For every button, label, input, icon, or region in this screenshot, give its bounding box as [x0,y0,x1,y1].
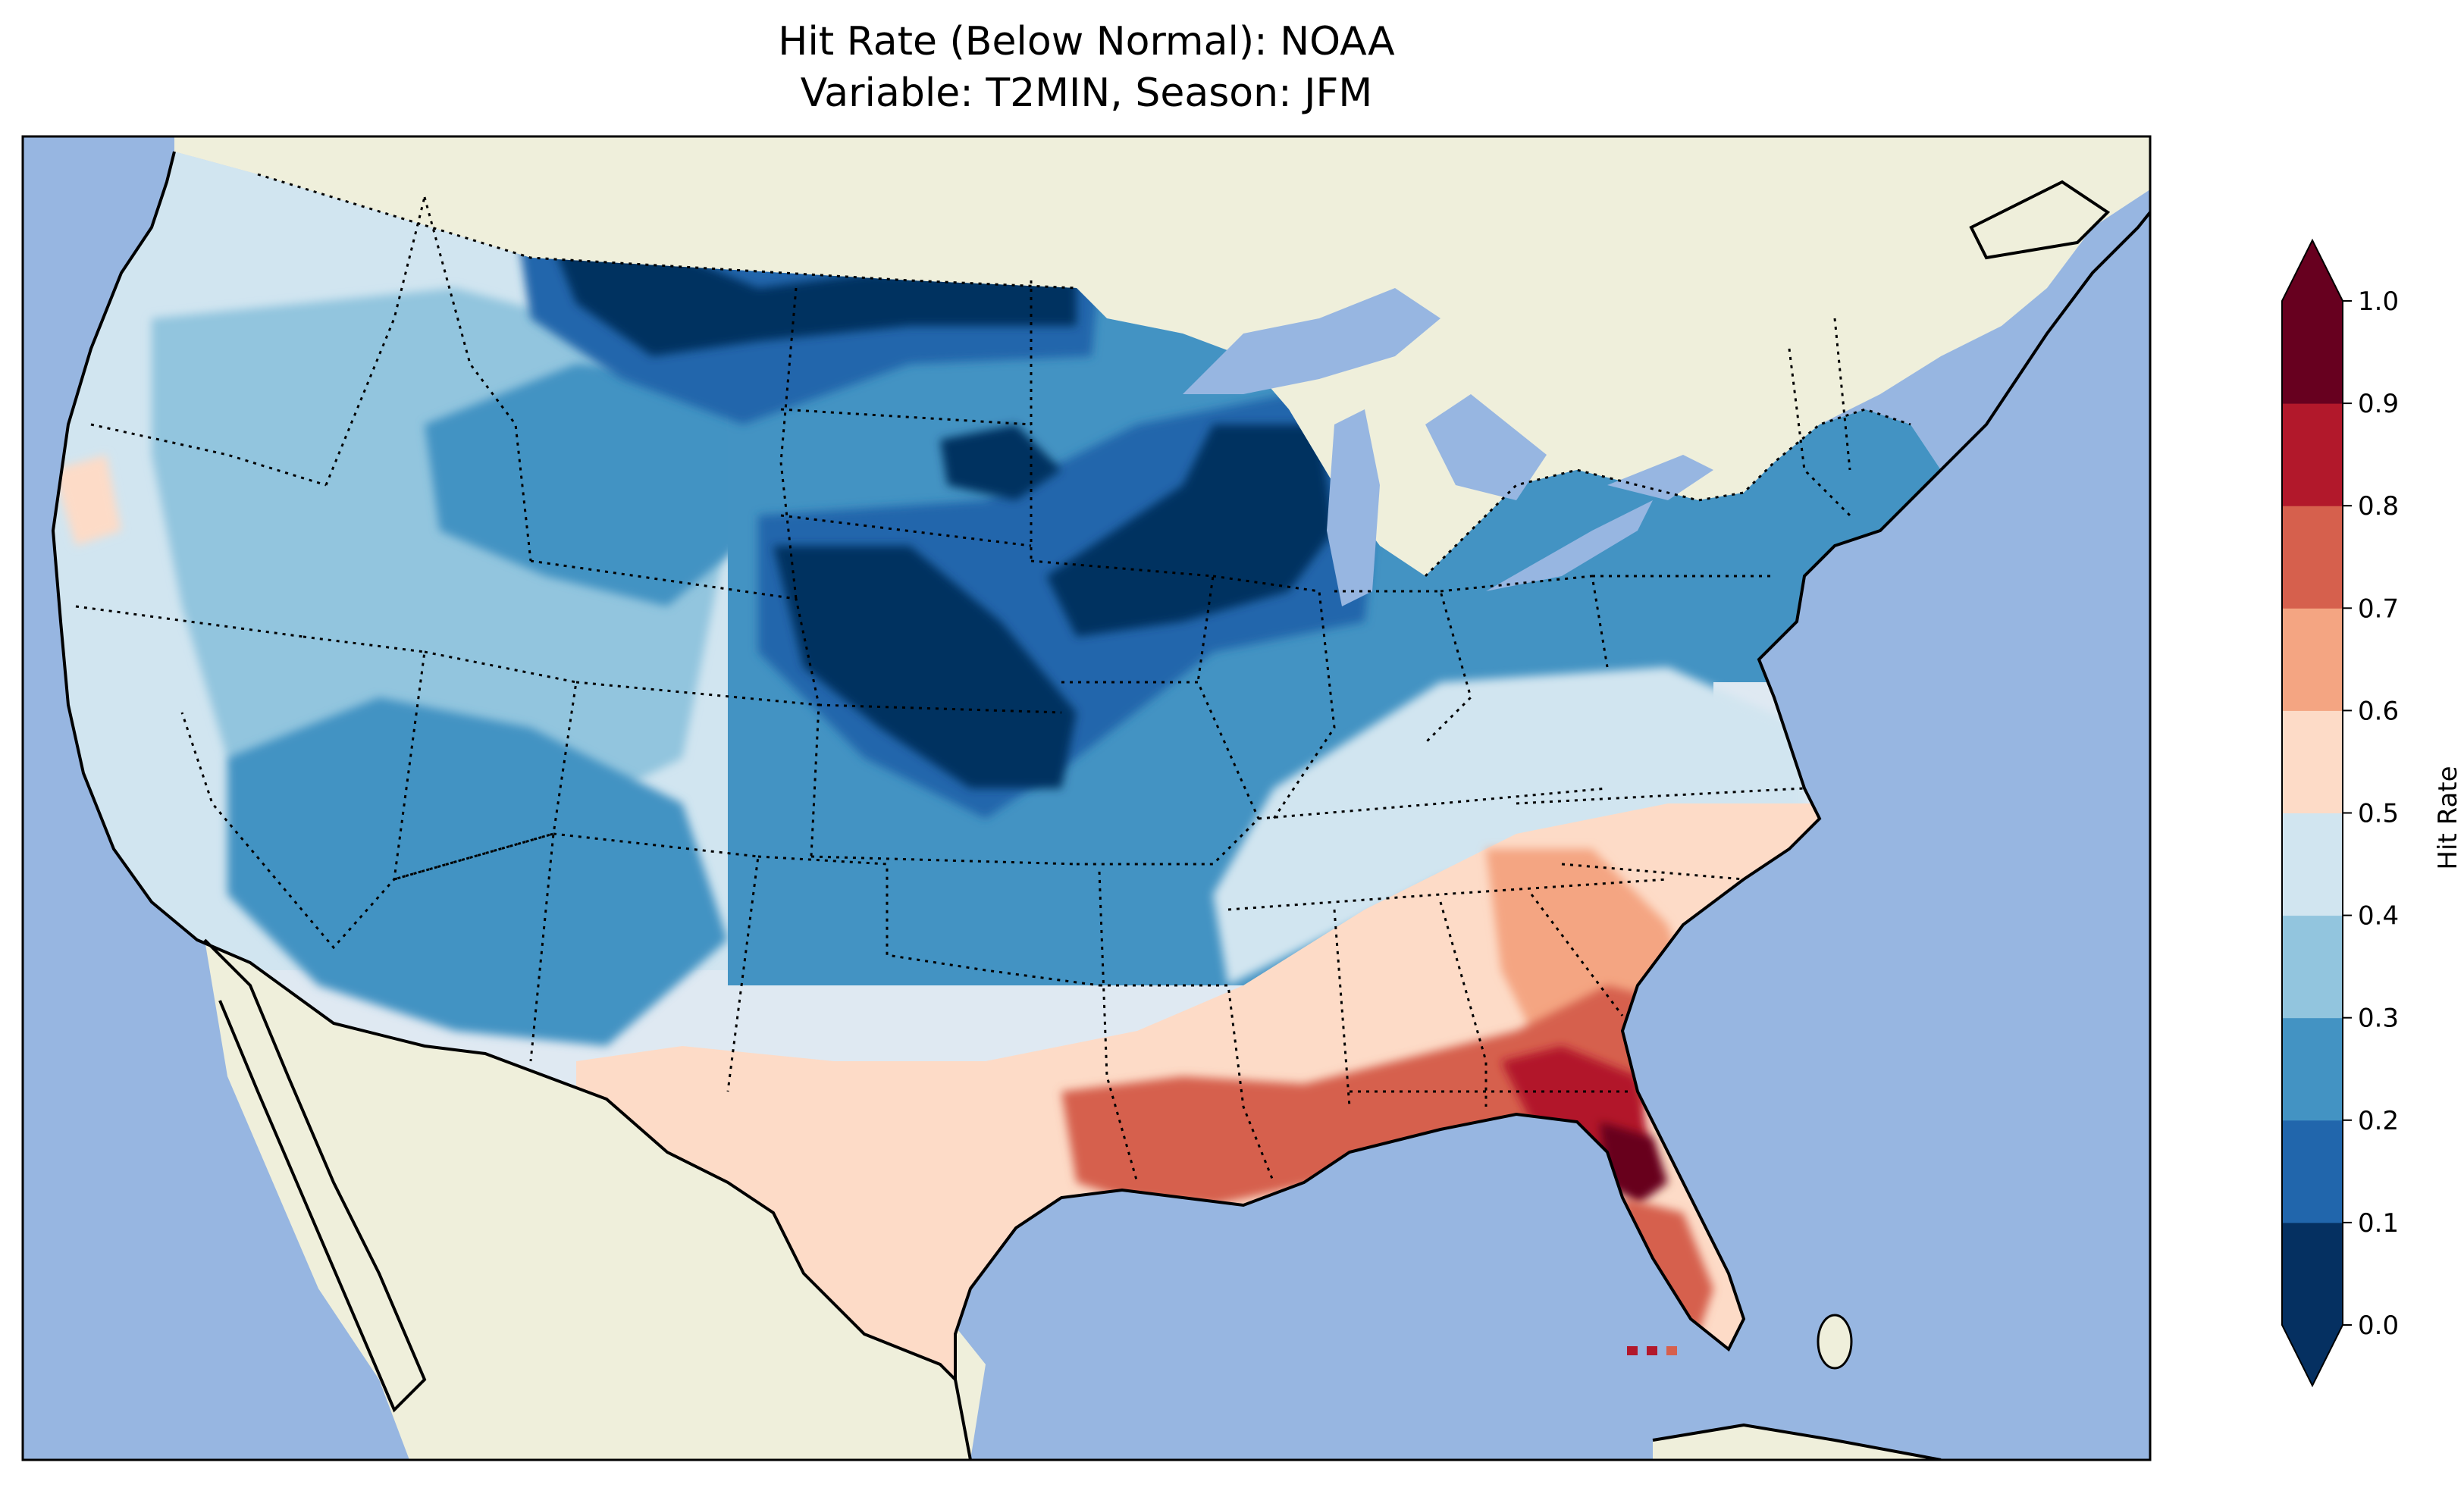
border-wa-or [90,423,327,487]
lake-michigan [1327,409,1380,606]
chart-title-line1: Hit Rate (Below Normal): NOAA [778,19,1395,64]
colorbar-label: Hit Rate [2433,766,2463,869]
border-az [393,832,555,1062]
field-tn-04 [1213,667,1804,985]
mexico-coast [954,1379,972,1460]
bahamas-land [1817,1314,1853,1370]
lake-huron [1425,394,1547,500]
colorbar: 0.0 0.1 0.2 0.3 0.4 0.5 0.6 0.7 0.8 0.9 1.0 [2281,238,2399,1388]
border-ok-tx [757,855,1100,987]
field-gulf-07 [1061,985,1668,1205]
baja-land [205,940,425,1410]
field-lightwest-05 [53,455,121,546]
colorbar-segment [2282,710,2343,813]
border-ar-ms [1099,984,1275,1183]
border-il [1212,575,1336,819]
great-lakes [1183,288,1713,606]
colorbar-extend-min [2282,1325,2343,1386]
colorbar-tick-label: 0.0 [2358,1311,2399,1341]
colorbar-segment [2282,608,2343,711]
colorbar-segment [2282,301,2343,404]
colorbar-segment [2282,1120,2343,1223]
colorbar-segment [2282,813,2343,916]
colorbar-tick-label: 1.0 [2358,287,2399,317]
map-frame [21,135,2152,1461]
colorbar-segment [2282,403,2343,506]
border-ne-ks [818,703,1062,714]
cuba-coast [1652,1423,1942,1460]
field-southfl-07 [1622,1198,1713,1334]
field-greatbasin-02 [227,697,728,1046]
border-idaho [324,196,426,486]
border-wy [530,559,820,706]
border-ut [393,650,578,881]
map-panel [23,136,2150,1460]
colorbar-segment [2282,1017,2343,1121]
lake-ontario [1607,455,1713,500]
florida-keys-dot [1627,1346,1638,1355]
border-ga-sc [1530,894,1624,1016]
field-wisconsin-00 [1046,424,1334,637]
colorbar-tick-label: 0.9 [2358,389,2399,419]
border-nd-sd [780,408,1032,426]
border-tx-la [1098,871,1139,1183]
florida-keys-dot [1647,1346,1657,1355]
us-coastline [51,151,1942,1383]
field-nebraska-00 [773,546,1077,788]
border-nv [180,635,426,950]
canada-coastline [1939,211,2150,471]
state-borders [75,173,1911,1183]
hit-rate-field [53,152,1941,1380]
field-rockies-02 [425,364,758,606]
border-ia [1030,559,1215,683]
baja-coast [203,938,427,1413]
border-va-nc [1516,787,1805,805]
border-ky-tn [1258,787,1608,820]
colorbar-tick-label: 0.4 [2358,901,2399,932]
colorbar-segment [2282,1222,2343,1326]
border-sd-ne [780,514,1032,547]
colorbar-extend-max [2282,240,2343,301]
border-ks-ok [810,855,1077,866]
lake-superior [1183,288,1440,394]
border-id-mt [423,196,532,562]
colorbar-segment [2282,506,2343,609]
lake-erie [1486,500,1653,591]
border-new-england [1788,318,1851,517]
cuba-land [1653,1425,1941,1460]
colorbar-tick-label: 0.7 [2358,594,2399,624]
nova-scotia-coast [1969,180,2111,260]
colorbar-tick-label: 0.5 [2358,799,2399,829]
florida-keys-dot [1666,1346,1677,1355]
border-nc-sc [1561,863,1745,881]
chart-title-line2: Variable: T2MIN, Season: JFM [801,70,1372,116]
colorbar-tick-label: 0.3 [2358,1004,2399,1034]
colorbar-tick-label: 0.2 [2358,1106,2399,1136]
colorbar-tick-label: 0.8 [2358,491,2399,521]
border-nm [553,832,760,1092]
border-49th-parallel [257,173,1077,290]
colorbar-segment [2282,915,2343,1019]
colorbar-tick-label: 0.6 [2358,696,2399,726]
border-in-oh [1334,590,1472,744]
colorbar-tick-label: 0.1 [2358,1208,2399,1239]
